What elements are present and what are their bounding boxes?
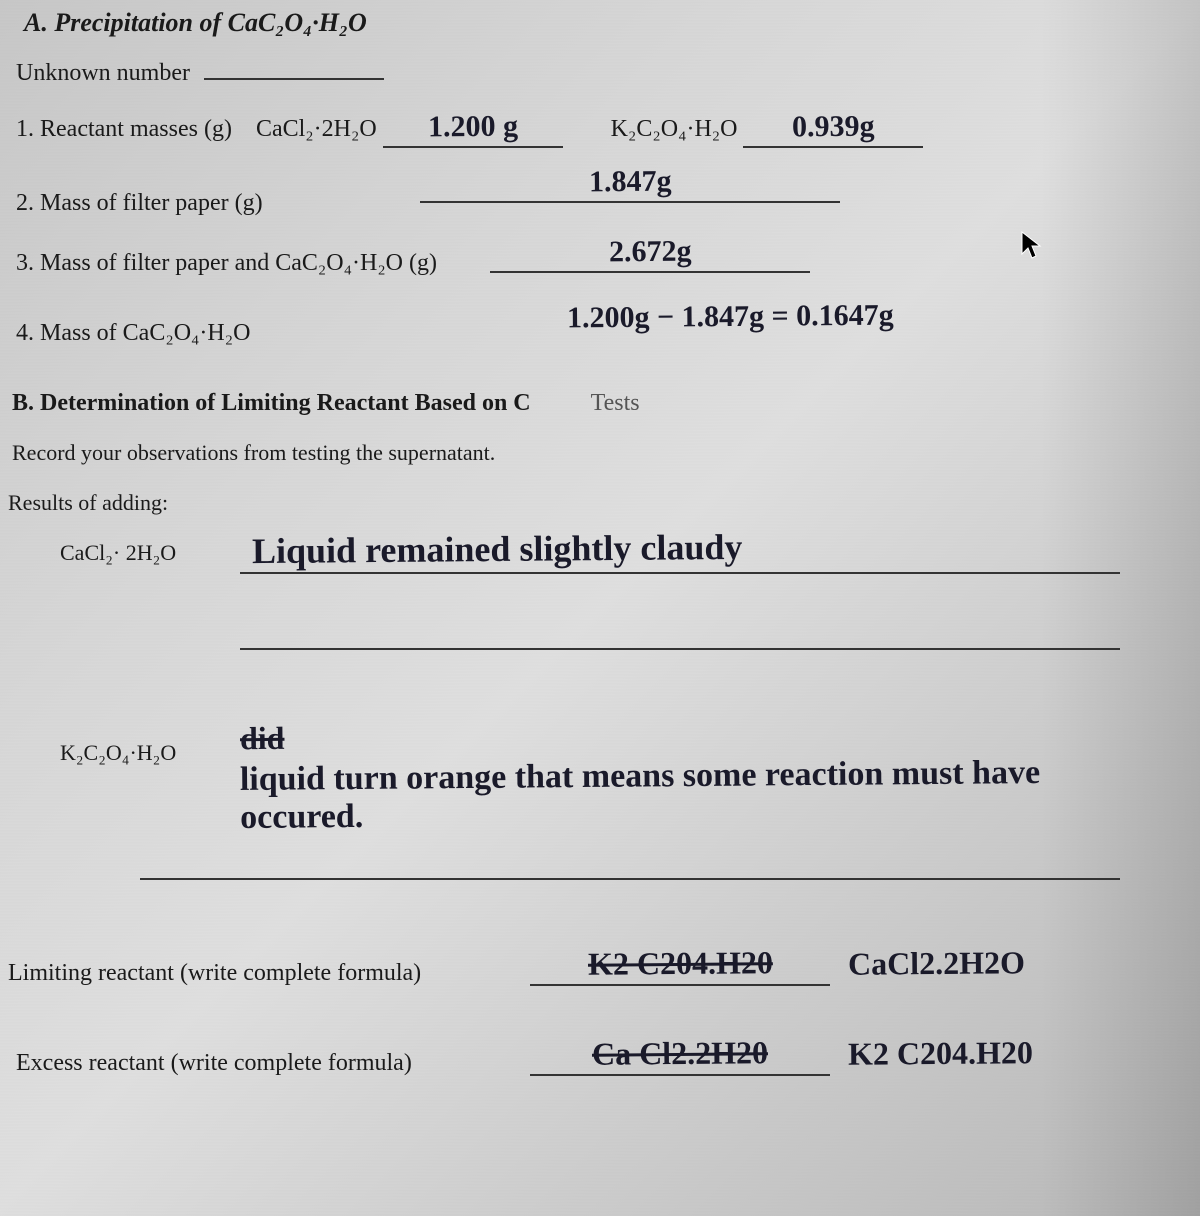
row2-blank: 1.847g (420, 165, 840, 203)
row2-label: 2. Mass of filter paper (g) (16, 190, 263, 216)
obs1-blank2-wrap (240, 620, 1120, 650)
obs1-blank: Liquid remained slightly claudy (240, 528, 1120, 574)
obs1-label: CaCl₂· 2H₂O (60, 540, 220, 566)
row3-label: 3. Mass of filter paper and CaC₂O₄·H₂O (… (16, 250, 437, 276)
obs1-row: CaCl₂· 2H₂O (60, 540, 220, 566)
obs2-text: liquid turn orange that means some react… (240, 753, 1161, 837)
limiting-strike: K2 C204.H20 (587, 944, 772, 983)
excess-row: Excess reactant (write complete formula) (16, 1050, 412, 1077)
record-instruction: Record your observations from testing th… (12, 440, 495, 466)
obs1-text-wrap: Liquid remained slightly claudy (240, 528, 1120, 574)
row-mass-product: 4. Mass of CaC₂O₄·H₂O (16, 320, 250, 347)
row1-label: 1. Reactant masses (g) (16, 116, 232, 142)
obs2-text-wrap: did liquid turn orange that means some r… (240, 720, 1160, 833)
section-b-title: B. Determination of Limiting Reactant Ba… (12, 390, 640, 417)
section-b-text: B. Determination of Limiting Reactant Ba… (12, 390, 531, 416)
row-filter-paper-plus: 3. Mass of filter paper and CaC₂O₄·H₂O (… (16, 250, 437, 277)
obs1-blank2 (240, 620, 1120, 650)
limiting-blank: K2 C204.H20 (530, 945, 830, 986)
excess-value: K2 C204.H20 (848, 1034, 1033, 1073)
row3-value: 2.672g (609, 235, 692, 270)
page-shadow (1040, 0, 1200, 1216)
unknown-blank (204, 78, 384, 80)
row1-reagent2: K₂C₂O₄·H₂O (611, 116, 738, 142)
row2-value: 1.847g (589, 165, 672, 200)
obs2-strike: did (240, 720, 285, 757)
row2-value-wrap: 1.847g (420, 165, 840, 203)
unknown-number-row: Unknown number (16, 60, 384, 87)
obs2-row: K₂C₂O₄·H₂O (60, 740, 220, 766)
section-a-title: A. Precipitation of CaC₂O₄·H₂O (24, 8, 367, 38)
cursor-icon (1020, 230, 1044, 268)
row4-value-wrap: 1.200g − 1.847g = 0.1647g (450, 300, 1010, 336)
row4-label: 4. Mass of CaC₂O₄·H₂O (16, 320, 250, 346)
limiting-row: Limiting reactant (write complete formul… (8, 960, 421, 987)
obs2-underline (140, 850, 1120, 880)
tests-label: Tests (591, 390, 640, 416)
excess-label: Excess reactant (write complete formula) (16, 1050, 412, 1076)
row1-value1-blank: 1.200 g (383, 110, 563, 148)
row4-blank: 1.200g − 1.847g = 0.1647g (450, 300, 1010, 336)
unknown-label: Unknown number (16, 60, 190, 86)
row-filter-paper: 2. Mass of filter paper (g) (16, 190, 263, 217)
limiting-value: CaCl2.2H2O (848, 944, 1025, 983)
excess-blank: Ca Cl2.2H20 (530, 1035, 830, 1076)
limiting-values: K2 C204.H20 CaCl2.2H2O (530, 945, 1025, 986)
obs2-label: K₂C₂O₄·H₂O (60, 740, 220, 766)
excess-strike: Ca Cl2.2H20 (592, 1034, 768, 1073)
row4-calc: 1.200g − 1.847g = 0.1647g (566, 299, 893, 336)
excess-values: Ca Cl2.2H20 K2 C204.H20 (530, 1035, 1033, 1076)
row1-value2-blank: 0.939g (743, 110, 923, 148)
row3-blank: 2.672g (490, 235, 810, 273)
row1-value1: 1.200 g (428, 110, 518, 145)
row-reactant-masses: 1. Reactant masses (g) CaCl₂·2H₂O 1.200 … (16, 110, 923, 148)
obs1-text: Liquid remained slightly claudy (252, 526, 743, 572)
results-adding-label: Results of adding: (8, 490, 168, 516)
row3-value-wrap: 2.672g (490, 235, 810, 273)
limiting-label: Limiting reactant (write complete formul… (8, 960, 421, 986)
row1-value2: 0.939g (792, 110, 875, 145)
obs2-blank (140, 850, 1120, 880)
row1-reagent1: CaCl₂·2H₂O (256, 116, 377, 142)
